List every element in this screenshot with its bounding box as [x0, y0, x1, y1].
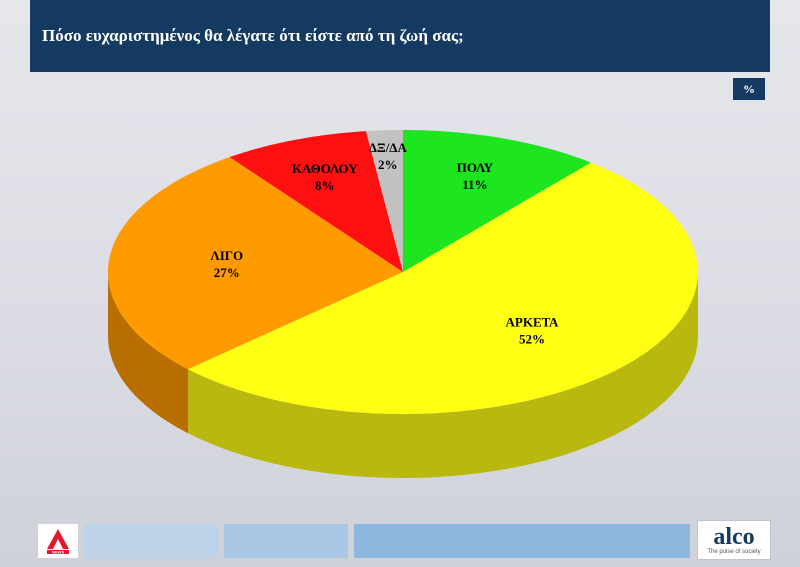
title-banner: Πόσο ευχαριστημένος θα λέγατε ότι είστε …	[30, 0, 770, 72]
pie-slice-δξ-δα	[366, 130, 403, 272]
pie-chart: ΠΟΛΥ 11% ΑΡΚΕΤΑ 52% ΛΙΓΟ 27% ΚΑΘΟΛΟΥ 8% ΔΞ/ΔΑ 2%	[108, 130, 698, 478]
footer-strip-2	[224, 524, 348, 558]
slice-label-λιγο: ΛΙΓΟ 27%	[210, 248, 243, 280]
alco-logo: alco The pulse of society	[697, 520, 771, 560]
pie-sides	[108, 272, 698, 478]
pie-tops	[108, 130, 698, 414]
slice-label-αρκετα: ΑΡΚΕΤΑ 52%	[506, 314, 560, 346]
pie-side-λιγο	[108, 272, 188, 434]
news-logo-icon: NEWS	[47, 529, 69, 555]
news-logo: NEWS	[38, 524, 78, 558]
pie-slice-πολυ	[403, 130, 591, 272]
pie-slice-λιγο	[108, 157, 403, 370]
alco-logo-name: alco	[713, 523, 755, 550]
pie-side-αρκετα	[188, 272, 698, 478]
slice-label-πολυ: ΠΟΛΥ 11%	[457, 160, 494, 192]
unit-badge: %	[733, 78, 765, 100]
slice-label-δξ-δα: ΔΞ/ΔΑ 2%	[369, 140, 408, 172]
page-title: Πόσο ευχαριστημένος θα λέγατε ότι είστε …	[42, 26, 464, 45]
news-logo-text: NEWS	[52, 550, 64, 555]
pie-slice-αρκετα	[188, 162, 698, 414]
footer-strip-1	[84, 524, 218, 558]
pie-slice-καθολου	[229, 131, 403, 272]
alco-logo-tagline: The pulse of society	[707, 548, 761, 555]
footer-strip-3	[354, 524, 690, 558]
slice-label-καθολου: ΚΑΘΟΛΟΥ 8%	[292, 161, 358, 193]
pie-labels: ΠΟΛΥ 11% ΑΡΚΕΤΑ 52% ΛΙΓΟ 27% ΚΑΘΟΛΟΥ 8% ΔΞ/ΔΑ 2%	[210, 140, 559, 346]
